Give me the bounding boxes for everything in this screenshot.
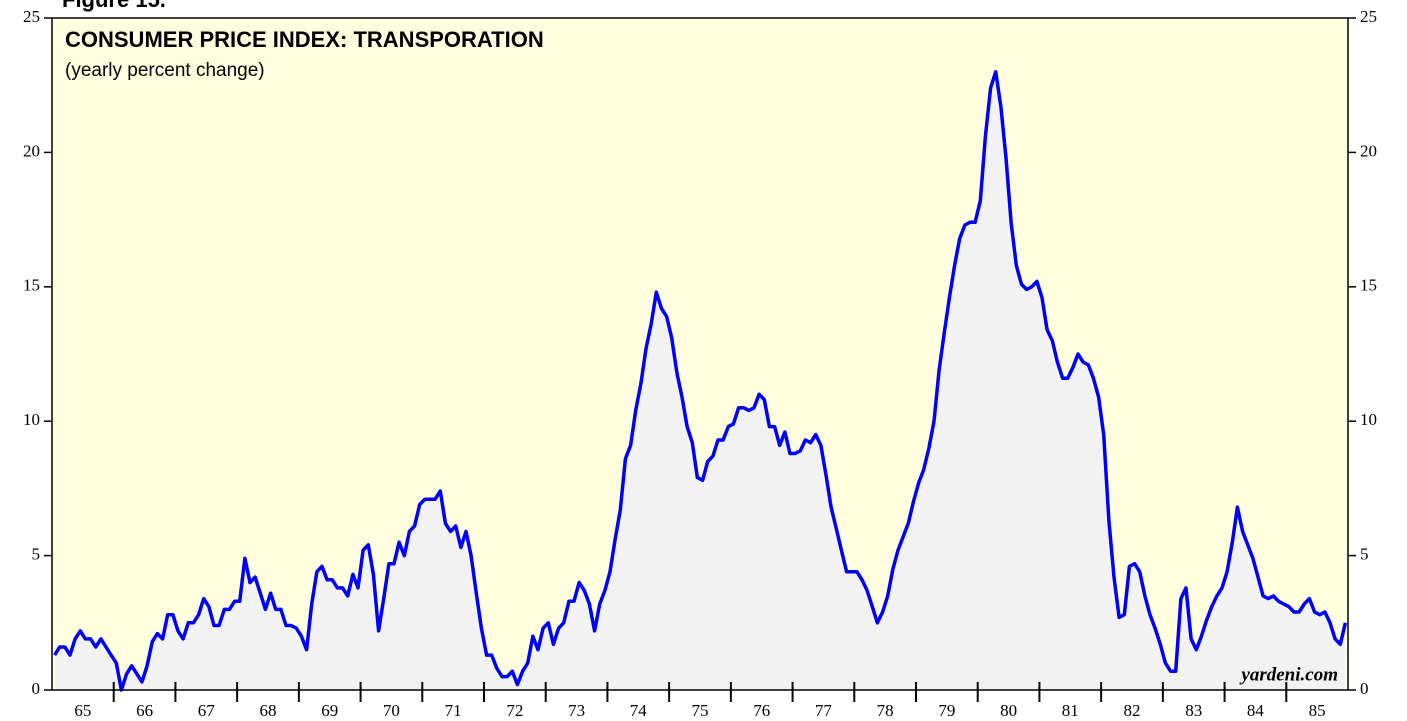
x-tick-label: 81 — [1062, 701, 1079, 720]
y2-tick-label: 0 — [1360, 679, 1369, 698]
chart-title: CONSUMER PRICE INDEX: TRANSPORATION — [65, 27, 544, 52]
x-tick-label: 68 — [260, 701, 277, 720]
x-tick-label: 75 — [692, 701, 709, 720]
x-tick-label: 85 — [1309, 701, 1326, 720]
y-tick-label: 0 — [32, 679, 41, 698]
y2-tick-label: 15 — [1360, 276, 1377, 295]
x-tick-label: 73 — [568, 701, 585, 720]
x-tick-label: 67 — [198, 701, 216, 720]
x-tick-label: 65 — [74, 701, 91, 720]
x-tick-label: 84 — [1247, 701, 1265, 720]
x-tick-label: 72 — [506, 701, 523, 720]
y2-tick-label: 25 — [1360, 7, 1377, 26]
plot-frame — [51, 17, 1349, 691]
y2-tick-label: 5 — [1360, 545, 1369, 564]
y-tick-label: 10 — [23, 410, 40, 429]
x-tick-label: 77 — [815, 701, 833, 720]
y2-tick-label: 20 — [1360, 141, 1377, 160]
x-tick-label: 79 — [938, 701, 955, 720]
x-tick-label: 69 — [321, 701, 338, 720]
y2-tick-label: 10 — [1360, 410, 1377, 429]
source: yardeni.com — [1239, 664, 1338, 685]
x-tick-label: 82 — [1124, 701, 1141, 720]
x-tick-label: 76 — [753, 701, 770, 720]
x-tick-label: 66 — [136, 701, 153, 720]
y-tick-label: 25 — [23, 7, 40, 26]
y-tick-label: 5 — [32, 545, 41, 564]
figure-label: Figure 15. — [62, 0, 166, 12]
x-tick-label: 70 — [383, 701, 400, 720]
x-tick-label: 78 — [877, 701, 894, 720]
area — [54, 71, 1346, 691]
line — [53, 70, 1348, 692]
chart-subtitle: (yearly percent change) — [65, 60, 265, 81]
x-tick-label: 83 — [1185, 701, 1202, 720]
x-tick-label: 71 — [445, 701, 462, 720]
x-tick-label: 74 — [630, 701, 648, 720]
y-tick-label: 15 — [23, 276, 40, 295]
y-tick-label: 20 — [23, 141, 40, 160]
x-tick-label: 80 — [1000, 701, 1017, 720]
